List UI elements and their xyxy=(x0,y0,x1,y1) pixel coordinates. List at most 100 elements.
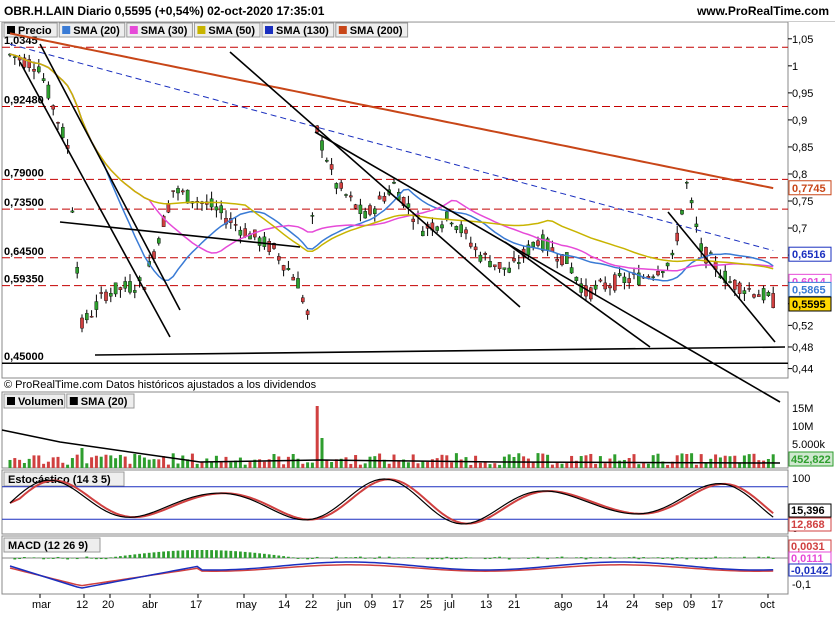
price-tick-label: 0,75 xyxy=(792,196,813,208)
candle-body xyxy=(459,224,464,234)
candle-body xyxy=(118,287,123,291)
macd-hist-bar xyxy=(263,553,266,558)
stoch-badge-label: 12,868 xyxy=(791,519,825,531)
candle-body xyxy=(469,242,473,247)
volume-bar xyxy=(70,458,74,468)
volume-bar xyxy=(546,454,550,468)
panel-frame-2 xyxy=(1,469,789,535)
macd-hist-bar xyxy=(147,552,151,558)
candle-body xyxy=(353,204,358,209)
candle-body xyxy=(176,188,180,194)
candle-body xyxy=(392,181,396,184)
volume-bar xyxy=(478,462,482,468)
macd-hist-bar xyxy=(18,558,21,559)
macd-line xyxy=(9,561,774,589)
volume-bar xyxy=(608,458,612,468)
chart-canvas[interactable]: Precio SMA (20) SMA (30) SMA (50) SMA (130) S… xyxy=(0,22,835,620)
candle-body xyxy=(665,262,670,267)
candle-body xyxy=(152,251,156,259)
macd-hist-bar xyxy=(695,558,698,560)
macd-legend-box xyxy=(3,537,101,553)
macd-hist-bar xyxy=(181,550,185,558)
macd-hist-bar xyxy=(311,558,314,559)
candle-body xyxy=(406,203,411,208)
candle-body xyxy=(161,215,166,227)
macd-hist-bar xyxy=(743,556,746,558)
volume-bar xyxy=(354,455,358,468)
candle-body xyxy=(61,126,65,138)
volume-bar xyxy=(666,464,670,468)
vol-tick-label: 10M xyxy=(792,421,813,433)
macd-hist-bar xyxy=(392,558,396,559)
vol-legend-label: SMA (20) xyxy=(81,396,128,408)
macd-hist-bar xyxy=(378,556,381,558)
candle-body xyxy=(656,270,660,276)
volume-bar xyxy=(670,461,674,468)
candle-body xyxy=(70,210,75,213)
candle-body xyxy=(747,288,751,290)
candle-body xyxy=(560,254,564,266)
x-tick-label-09: 09 xyxy=(683,599,695,611)
macd-hist-bar xyxy=(699,558,703,559)
macd-hist-bar xyxy=(584,558,588,560)
volume-bar xyxy=(531,461,535,468)
sma-line-30 xyxy=(9,53,774,272)
price-badge-label: 0,5595 xyxy=(792,299,826,311)
price-badge xyxy=(788,246,832,262)
x-tick-label-17: 17 xyxy=(190,599,202,611)
candle-body xyxy=(517,262,521,264)
volume-bar xyxy=(402,459,406,468)
volume-bar xyxy=(229,462,233,468)
vol-legend-swatch xyxy=(7,397,15,405)
macd-hist-bar xyxy=(66,558,69,560)
x-tick-label-14: 14 xyxy=(278,599,290,611)
macd-hist-bar xyxy=(493,557,497,558)
macd-hist-bar xyxy=(359,556,362,558)
macd-hist-bar xyxy=(363,558,367,559)
volume-bar xyxy=(464,457,468,468)
macd-hist-bar xyxy=(575,557,578,558)
candle-body xyxy=(622,276,627,284)
candle-body xyxy=(171,190,176,192)
volume-bar xyxy=(56,456,60,468)
macd-hist-bar xyxy=(426,558,429,560)
macd-hist-bar xyxy=(704,558,708,560)
candle-body xyxy=(84,313,89,321)
volume-bar xyxy=(42,463,46,468)
candle-body xyxy=(766,292,771,296)
stoch-k-line xyxy=(9,478,774,525)
volume-bar xyxy=(152,459,156,468)
volume-bar xyxy=(210,461,214,468)
legend-label-5: SMA (200) xyxy=(350,25,403,37)
volume-bar xyxy=(330,462,334,468)
candle-body xyxy=(51,105,55,110)
site-link[interactable]: www.ProRealTime.com xyxy=(696,4,829,18)
volume-bar xyxy=(80,448,84,468)
candle-body xyxy=(89,315,94,318)
trend-line xyxy=(314,131,781,403)
macd-hist-bar xyxy=(210,550,213,558)
candle-body xyxy=(536,240,540,246)
volume-bar xyxy=(594,463,598,468)
macd-hist-bar xyxy=(75,558,79,560)
candle-body xyxy=(488,261,492,268)
sma-line-200 xyxy=(9,32,774,190)
volume-bar xyxy=(421,460,425,468)
candle-body xyxy=(670,252,675,256)
sma-line-20 xyxy=(9,53,774,282)
volume-bar xyxy=(90,457,94,468)
candle-body xyxy=(296,278,300,289)
macd-hist-bar xyxy=(771,558,775,559)
macd-hist-bar xyxy=(507,558,511,560)
candle-body xyxy=(382,195,387,202)
volume-bar xyxy=(550,464,554,468)
volume-bar xyxy=(205,458,209,468)
vol-legend-swatch xyxy=(69,397,78,405)
level-label: 0,79000 xyxy=(4,167,44,179)
macd-hist-bar xyxy=(186,550,189,558)
price-footnote: © ProRealTime.com Datos históricos ajust… xyxy=(4,379,317,391)
candle-body xyxy=(478,254,483,262)
macd-hist-bar xyxy=(234,551,237,558)
candle-body xyxy=(104,291,108,301)
macd-hist-bar xyxy=(642,557,645,558)
